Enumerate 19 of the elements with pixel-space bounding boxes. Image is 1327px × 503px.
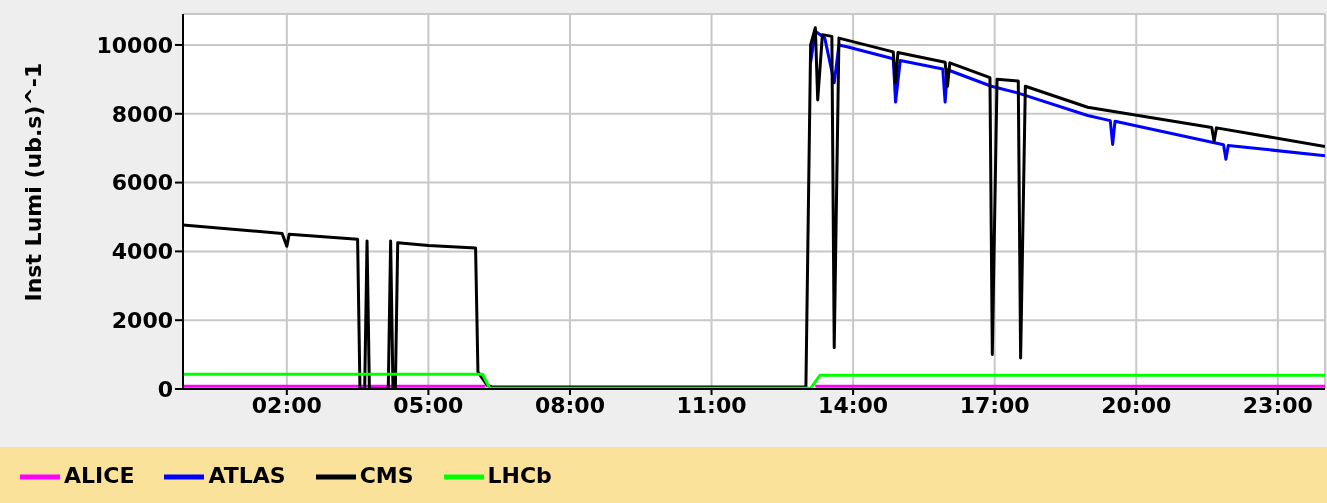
y-tick-label: 0 bbox=[157, 376, 173, 402]
x-tick-label: 17:00 bbox=[959, 392, 1030, 418]
legend-label: LHCb bbox=[487, 463, 552, 488]
legend-label: ALICE bbox=[64, 463, 135, 488]
y-tick-label: 2000 bbox=[111, 308, 173, 333]
x-tick-label: 23:00 bbox=[1242, 392, 1313, 418]
x-tick-label: 11:00 bbox=[676, 392, 747, 418]
legend-label: ATLAS bbox=[208, 463, 286, 488]
y-axis-title: Inst Lumi (ub.s)^-1 bbox=[20, 62, 46, 302]
y-tick-label: 8000 bbox=[111, 101, 173, 127]
x-tick-label: 08:00 bbox=[534, 392, 605, 418]
y-tick-label: 4000 bbox=[111, 239, 173, 265]
x-tick-label: 14:00 bbox=[818, 392, 889, 418]
x-tick-label: 20:00 bbox=[1101, 392, 1172, 418]
y-tick-label: 6000 bbox=[111, 170, 173, 196]
legend-label: CMS bbox=[359, 463, 414, 488]
x-tick-label: 05:00 bbox=[393, 392, 464, 418]
y-tick-label: 10000 bbox=[96, 32, 173, 58]
x-tick-label: 02:00 bbox=[251, 392, 322, 418]
